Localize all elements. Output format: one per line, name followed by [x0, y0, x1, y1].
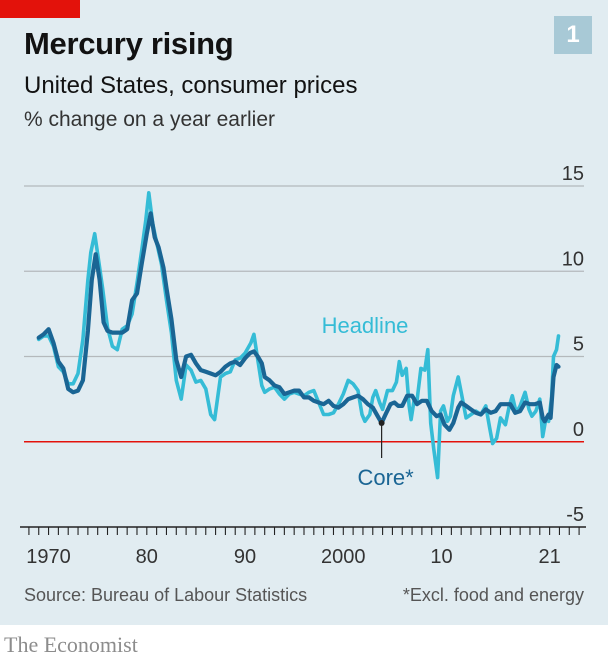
y-axis-tick-labels: 15 10 5 0 -5	[562, 163, 584, 526]
chart-subtitle: United States, consumer prices	[24, 72, 358, 99]
brand-wordmark: The Economist	[4, 632, 138, 657]
chart-unit-label: % change on a year earlier	[24, 108, 275, 131]
series-annotations: Headline Core*	[322, 313, 415, 490]
footnote: *Excl. food and energy	[402, 585, 584, 605]
series-layer	[36, 191, 561, 480]
x-tick-label: 90	[234, 546, 256, 568]
x-axis: 1970 80 90 2000 10 21	[20, 526, 586, 568]
x-tick-label: 80	[136, 546, 158, 568]
series-line-headline	[36, 191, 561, 480]
chart-title: Mercury rising	[24, 26, 234, 61]
y-tick-label: 10	[562, 248, 584, 270]
x-tick-label: 2000	[321, 546, 366, 568]
x-tick-label: 10	[430, 546, 452, 568]
series-label-headline: Headline	[322, 313, 409, 338]
line-chart: 15 10 5 0 -5 1970 80 90 2000 10 21 Headline Core*	[20, 163, 586, 568]
x-tick-label: 21	[538, 546, 560, 568]
y-tick-label: 0	[573, 419, 584, 441]
y-tick-label: -5	[566, 504, 584, 526]
y-tick-label: 5	[573, 334, 584, 356]
core-label-dot	[378, 419, 385, 426]
series-label-core: Core*	[357, 465, 414, 490]
source-note: Source: Bureau of Labour Statistics	[24, 585, 308, 605]
y-tick-label: 15	[562, 163, 584, 185]
series-line-core	[36, 211, 561, 432]
brand-red-tag	[0, 0, 80, 18]
chart-number-badge: 1	[554, 16, 592, 54]
x-tick-label: 1970	[26, 546, 71, 568]
